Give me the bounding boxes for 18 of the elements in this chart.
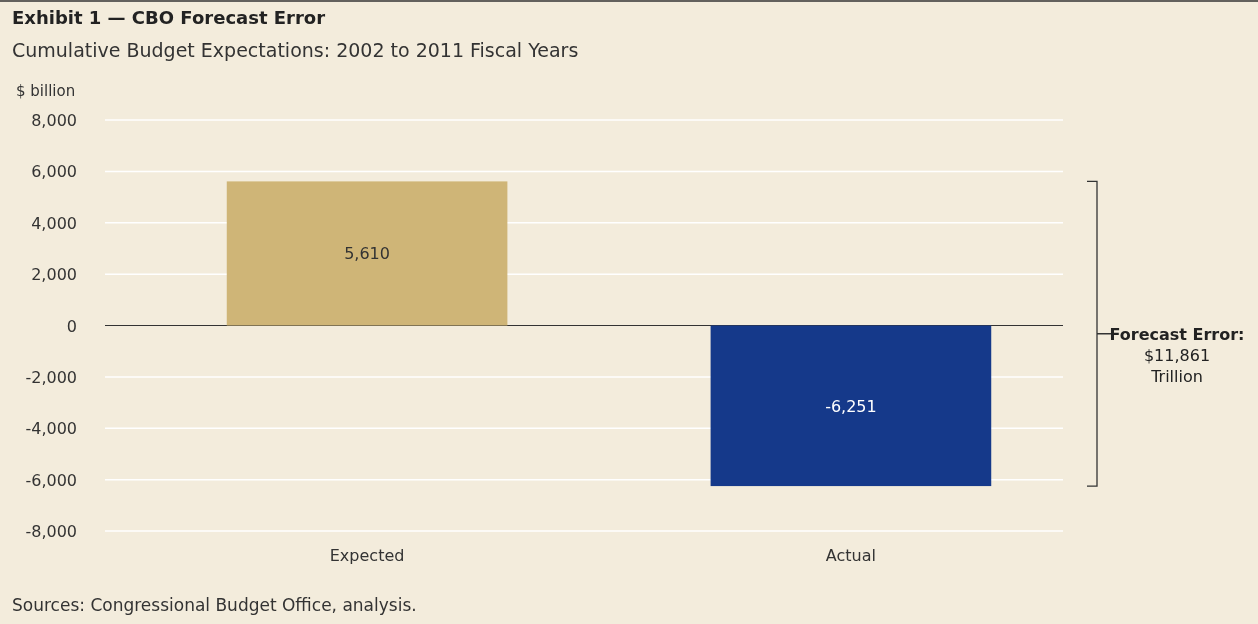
y-tick-label: -2,000 (25, 367, 77, 387)
data-label: -6,251 (825, 396, 877, 416)
y-tick-label: -8,000 (25, 522, 77, 541)
y-tick-label: 6,000 (31, 162, 77, 182)
y-tick-label: -4,000 (25, 419, 77, 439)
y-tick-label: 0 (66, 316, 77, 336)
text: Forecast Error: $11,861 Trillion (1109, 324, 1245, 386)
data-label: 5,610 (344, 244, 390, 264)
chart-subtitle: Cumulative Budget Expectations: 2002 to 2011 Fiscal Years (12, 39, 579, 61)
chart-title: Exhibit 1 — CBO Forecast Error (12, 7, 326, 28)
y-tick-label: 8,000 (31, 111, 77, 130)
y-tick-label: 2,000 (31, 265, 77, 285)
x-tick-label: Expected (329, 546, 405, 565)
source-note: Sources: Congressional Budget Office, analysis. (12, 595, 417, 615)
y-tick-label: 4,000 (31, 213, 77, 233)
y-axis-title: $ billion (16, 82, 76, 100)
x-tick-label: Actual (825, 546, 876, 565)
y-tick-label: -6,000 (25, 470, 77, 490)
